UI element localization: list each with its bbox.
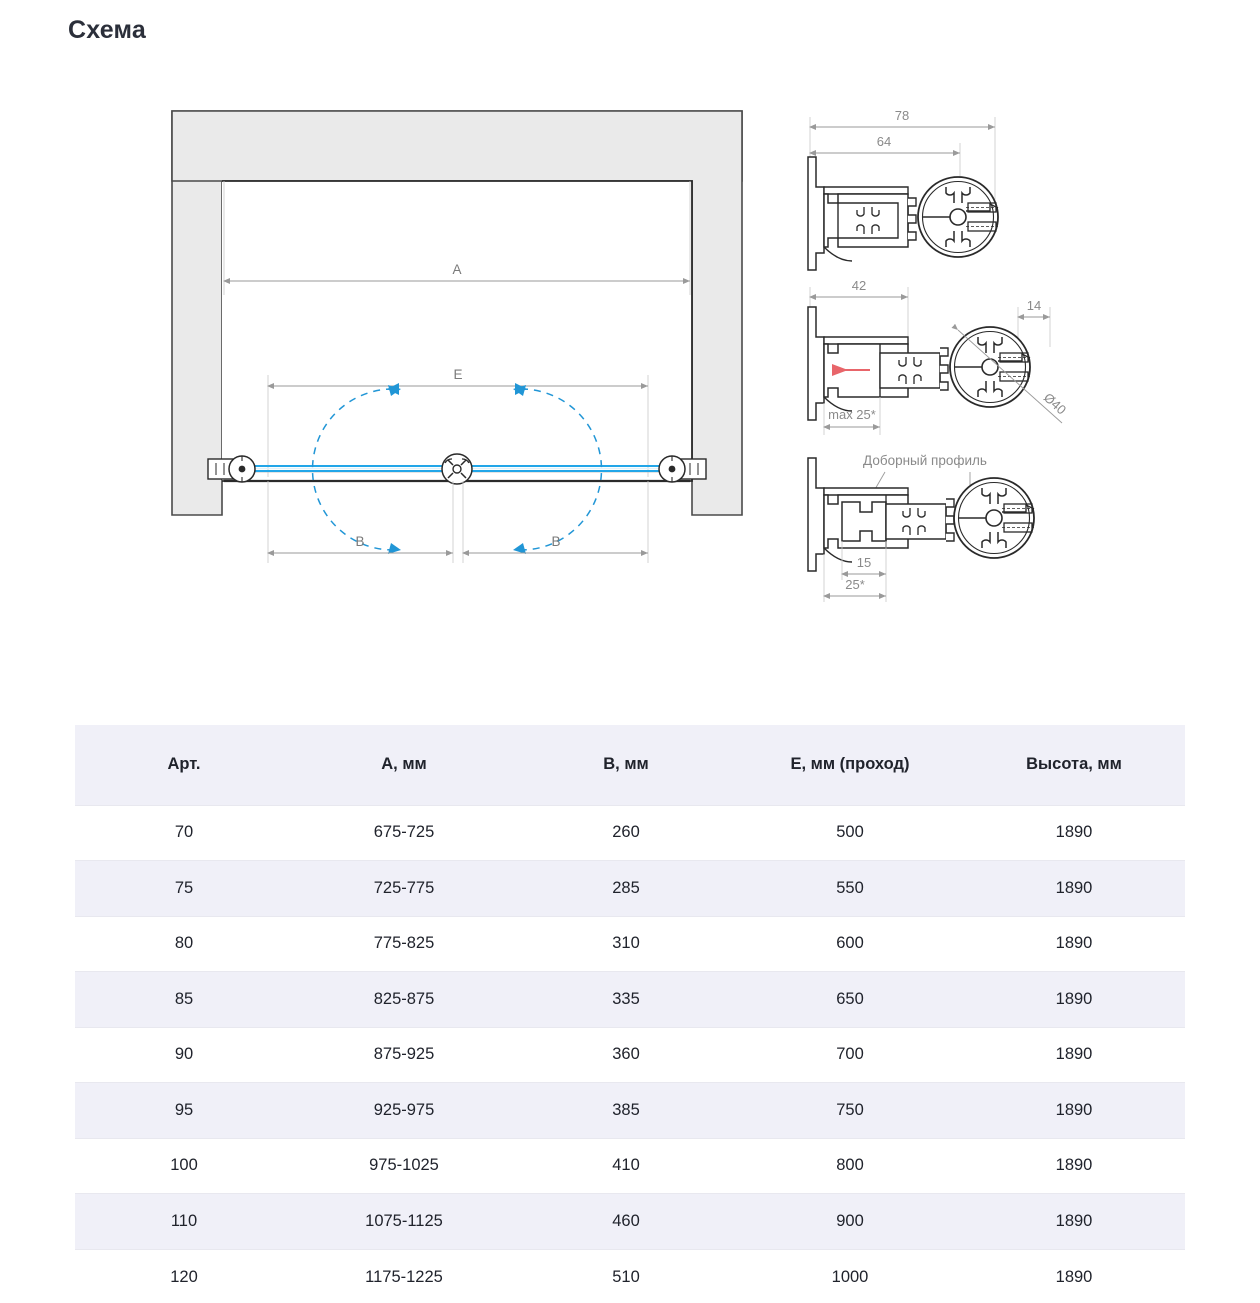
cell-b: 335	[515, 971, 737, 1027]
dimension-b-right: B	[462, 481, 649, 563]
cell-h: 1890	[963, 915, 1185, 972]
table-body: 70 675-725 260 500 1890 75 725-775 285 5…	[75, 804, 1185, 1303]
cell-a: 925-975	[293, 1082, 515, 1138]
profile-adjustable-dim-diameter: Ø40	[1041, 390, 1069, 418]
hinge-left	[207, 455, 256, 483]
table-row: 95 925-975 385 750 1890	[75, 1082, 1185, 1138]
cell-b: 510	[515, 1248, 737, 1303]
cell-b: 310	[515, 915, 737, 972]
dimension-b-right-label: B	[551, 534, 560, 549]
cell-b: 360	[515, 1026, 737, 1083]
cell-e: 500	[737, 804, 963, 861]
cell-h: 1890	[963, 860, 1185, 916]
cell-art: 120	[75, 1248, 293, 1303]
cell-e: 600	[737, 915, 963, 972]
cell-h: 1890	[963, 804, 1185, 861]
cell-b: 260	[515, 804, 737, 861]
profile-standard: 78 64	[807, 108, 999, 271]
profile-extension-dim-25: 25*	[845, 577, 865, 592]
cell-art: 100	[75, 1137, 293, 1194]
dimension-a: A	[223, 181, 691, 295]
cell-a: 825-875	[293, 971, 515, 1027]
cell-art: 70	[75, 804, 293, 861]
specifications-table: Арт. А, мм В, мм Е, мм (проход) Высота, …	[75, 725, 1185, 1303]
table-row: 85 825-875 335 650 1890	[75, 971, 1185, 1027]
roller-knob-3	[953, 477, 1035, 559]
column-header-a: А, мм	[293, 725, 515, 805]
cell-art: 110	[75, 1193, 293, 1249]
column-header-art: Арт.	[75, 725, 293, 805]
profile-adjustable: 42 14	[807, 278, 1069, 435]
hinge-center	[441, 453, 473, 485]
roller-knob-1	[917, 176, 999, 258]
profile-adjustable-dim-42: 42	[852, 278, 866, 293]
cell-b: 410	[515, 1137, 737, 1194]
cell-h: 1890	[963, 1193, 1185, 1249]
cell-b: 385	[515, 1082, 737, 1138]
profile-extension: Доборный профиль	[807, 453, 1035, 602]
table-row: 80 775-825 310 600 1890	[75, 915, 1185, 972]
profile-standard-dim-78: 78	[895, 108, 909, 123]
column-header-height: Высота, мм	[963, 725, 1185, 805]
cell-h: 1890	[963, 1082, 1185, 1138]
table-row: 110 1075-1125 460 900 1890	[75, 1193, 1185, 1249]
table-row: 75 725-775 285 550 1890	[75, 860, 1185, 916]
table-row: 120 1175-1225 510 1000 1890	[75, 1248, 1185, 1303]
cell-art: 95	[75, 1082, 293, 1138]
cell-e: 900	[737, 1193, 963, 1249]
column-header-b: В, мм	[515, 725, 737, 805]
table-header-row: Арт. А, мм В, мм Е, мм (проход) Высота, …	[75, 725, 1185, 805]
hinge-right	[658, 455, 707, 483]
profile-adjustable-dim-max25: max 25*	[828, 407, 876, 422]
wall-frame	[171, 110, 743, 516]
diagram-area: A E	[0, 95, 1260, 774]
cell-b: 285	[515, 860, 737, 916]
cell-e: 800	[737, 1137, 963, 1194]
cell-a: 975-1025	[293, 1137, 515, 1194]
cell-art: 80	[75, 915, 293, 972]
profile-standard-dim-64: 64	[877, 134, 891, 149]
cell-a: 675-725	[293, 804, 515, 861]
profile-cross-sections: 78 64	[807, 108, 1069, 602]
cell-art: 85	[75, 971, 293, 1027]
profile-adjustable-dim-14: 14	[1027, 298, 1041, 313]
profile-extension-dim-15: 15	[857, 555, 871, 570]
table-row: 90 875-925 360 700 1890	[75, 1026, 1185, 1083]
shower-door-plan-drawing: A E	[171, 110, 743, 563]
cell-h: 1890	[963, 1248, 1185, 1303]
cell-e: 650	[737, 971, 963, 1027]
dimension-e: E	[267, 367, 649, 477]
dimension-e-label: E	[453, 367, 462, 382]
cell-h: 1890	[963, 1026, 1185, 1083]
cell-a: 725-775	[293, 860, 515, 916]
cell-b: 460	[515, 1193, 737, 1249]
cell-h: 1890	[963, 1137, 1185, 1194]
profile-extension-label: Доборный профиль	[863, 453, 987, 468]
cell-e: 700	[737, 1026, 963, 1083]
table-row: 100 975-1025 410 800 1890	[75, 1137, 1185, 1194]
cell-a: 1175-1225	[293, 1248, 515, 1303]
cell-e: 750	[737, 1082, 963, 1138]
cell-a: 875-925	[293, 1026, 515, 1083]
cell-a: 775-825	[293, 915, 515, 972]
dimension-a-label: A	[452, 262, 461, 277]
roller-knob-2	[949, 326, 1031, 408]
dimension-b-left: B	[267, 481, 454, 563]
cell-h: 1890	[963, 971, 1185, 1027]
column-header-e: Е, мм (проход)	[737, 725, 963, 805]
page-title: Схема	[68, 16, 146, 44]
table-row: 70 675-725 260 500 1890	[75, 804, 1185, 861]
cell-e: 1000	[737, 1248, 963, 1303]
cell-e: 550	[737, 860, 963, 916]
cell-a: 1075-1125	[293, 1193, 515, 1249]
dimension-b-left-label: B	[355, 534, 364, 549]
cell-art: 90	[75, 1026, 293, 1083]
cell-art: 75	[75, 860, 293, 916]
